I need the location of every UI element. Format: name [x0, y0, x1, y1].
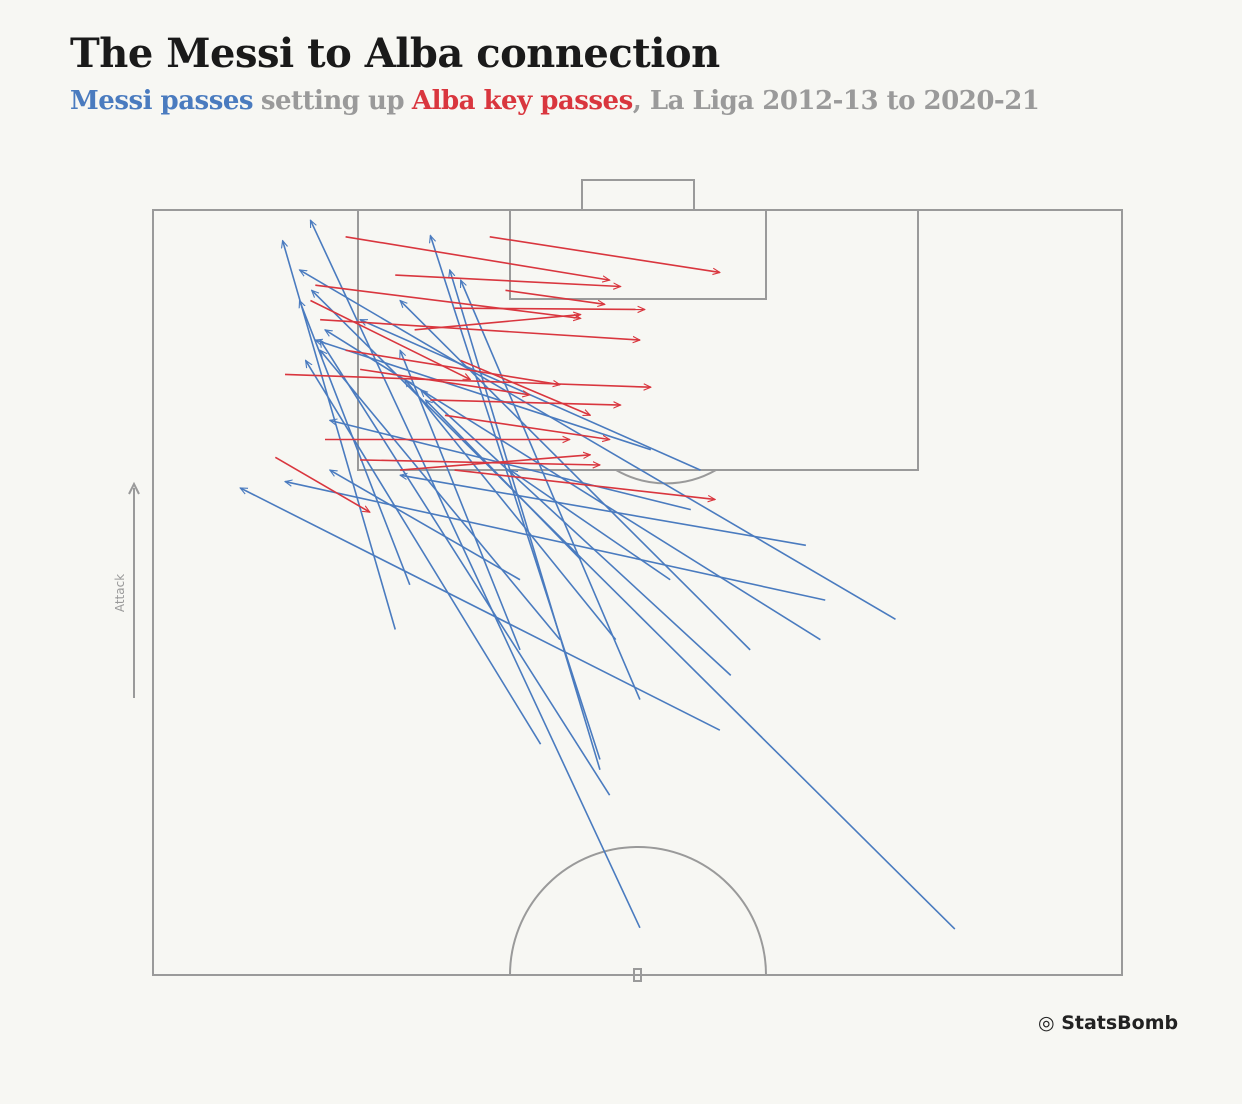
pass: [285, 482, 826, 601]
pass: [345, 235, 610, 280]
subtitle-text: , La Liga 2012-13 to 2020-21: [632, 86, 1040, 116]
pass: [405, 380, 617, 641]
pass: [430, 236, 601, 760]
subtitle-text: setting up: [260, 86, 405, 116]
pass: [284, 373, 651, 387]
pass: [310, 299, 470, 381]
source: StatsBomb: [1061, 1012, 1179, 1034]
pass: [400, 455, 590, 471]
pass: [306, 360, 542, 745]
pass: [395, 274, 620, 286]
pass: [426, 400, 582, 560]
pass: [320, 340, 611, 796]
pass: [460, 359, 591, 417]
pass: [459, 280, 641, 700]
pass: [510, 470, 671, 581]
pass: [400, 350, 521, 651]
pass: [330, 420, 691, 511]
pass: [489, 235, 720, 273]
pass: [315, 284, 580, 318]
source-logo: ◎ StatsBomb: [1038, 1012, 1179, 1034]
pitch: Attack: [113, 179, 1123, 982]
pass: [320, 318, 640, 340]
attack-arrow-head: [128, 481, 140, 495]
pass: [450, 270, 601, 770]
subtitle-series: Messi passes: [70, 86, 254, 116]
pitch-outline: [152, 209, 1123, 976]
pass: [454, 308, 645, 309]
pass: [300, 270, 896, 620]
pass: [360, 459, 600, 465]
title: The Messi to Alba connection: [70, 30, 720, 77]
pass: [505, 289, 604, 304]
center-circle: [509, 846, 767, 976]
pass: [240, 487, 721, 731]
pass: [315, 340, 652, 451]
pass: [274, 456, 369, 512]
pass: [360, 318, 701, 471]
center-spot: [633, 968, 642, 982]
pass: [345, 349, 560, 384]
pass: [444, 414, 610, 439]
pass: [325, 330, 821, 641]
pass: [430, 399, 620, 405]
penalty-arc: [615, 469, 717, 485]
passes: [240, 220, 956, 930]
pass: [400, 475, 807, 547]
pass: [320, 350, 561, 641]
pass: [421, 390, 732, 676]
six-yard-box: [509, 209, 767, 300]
pass: [360, 368, 530, 395]
goal: [581, 179, 695, 211]
pass: [454, 469, 715, 499]
pass: [414, 315, 581, 331]
pass: [309, 220, 641, 929]
direction-label: Attack: [113, 574, 127, 612]
pass: [400, 301, 751, 651]
pass: [283, 241, 397, 630]
subtitle-series: Alba key passes: [411, 86, 633, 116]
pass: [300, 301, 411, 586]
subtitle: Messi passes setting up Alba key passes, L…: [70, 86, 1040, 116]
pass: [330, 469, 521, 581]
